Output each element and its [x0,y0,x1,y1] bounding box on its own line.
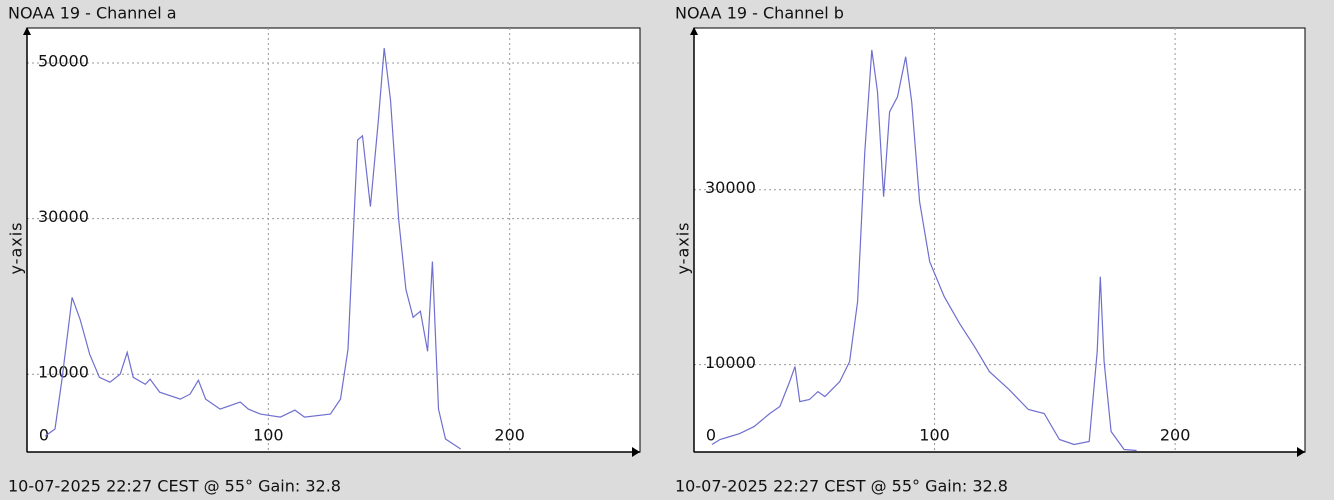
plot-area [693,27,1306,453]
chart-title: NOAA 19 - Channel a [8,4,177,23]
y-axis-label: y-axis [674,221,693,274]
x-tick-label: 100 [919,426,950,445]
y-axis-arrow [690,27,698,35]
x-axis-arrow [1297,447,1305,457]
y-tick-label: 10000 [705,353,756,372]
x-tick-label: 0 [39,426,49,445]
caption: 10-07-2025 22:27 CEST @ 55° Gain: 32.8 [675,477,1008,496]
y-axis-arrow [23,27,31,35]
y-axis-label: y-axis [7,221,26,274]
x-axis-arrow [632,447,640,457]
x-tick-label: 0 [706,426,716,445]
y-tick-label: 30000 [38,207,89,226]
y-tick-label: 30000 [705,178,756,197]
data-line [44,48,462,450]
y-tick-label: 50000 [38,52,89,71]
x-tick-label: 200 [494,426,525,445]
plot-area [26,27,641,453]
x-tick-label: 200 [1160,426,1191,445]
data-line [711,49,1137,452]
chart-title: NOAA 19 - Channel b [675,4,844,23]
x-tick-label: 100 [253,426,284,445]
caption: 10-07-2025 22:27 CEST @ 55° Gain: 32.8 [8,477,341,496]
